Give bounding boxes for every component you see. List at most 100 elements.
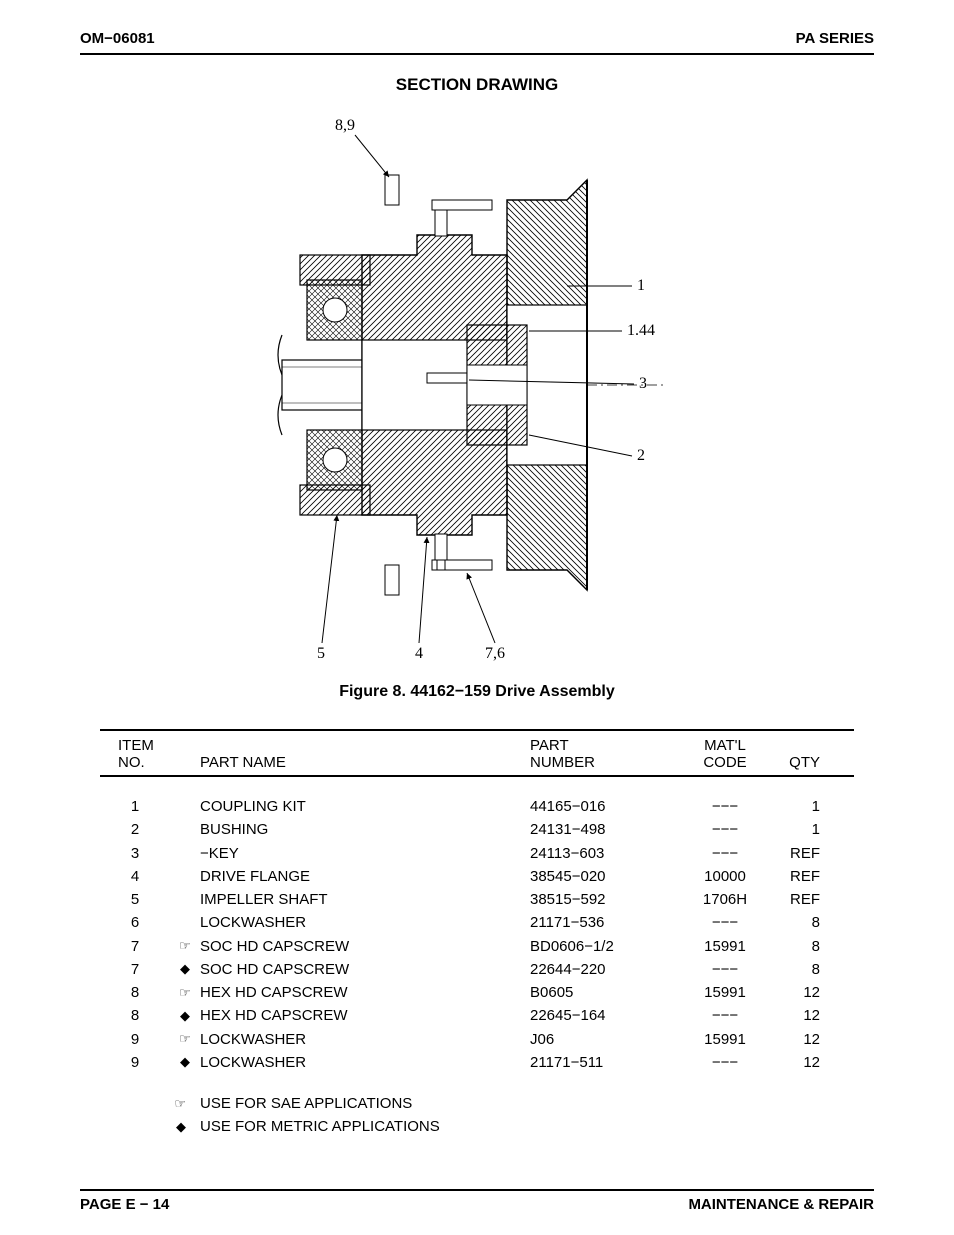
- cell-mat: −−−: [680, 795, 770, 818]
- svg-text:1.44: 1.44: [627, 322, 655, 339]
- cell-name: −KEY: [200, 842, 530, 865]
- header-right: PA SERIES: [796, 30, 874, 47]
- cell-part: 22644−220: [530, 958, 680, 981]
- cell-part: J06: [530, 1028, 680, 1051]
- cell-qty: 8: [770, 935, 830, 958]
- header-left: OM−06081: [80, 30, 155, 47]
- table-row: 6 LOCKWASHER21171−536−−−8: [100, 911, 854, 934]
- legend-row: ◆USE FOR METRIC APPLICATIONS: [100, 1115, 854, 1138]
- svg-text:5: 5: [317, 645, 325, 662]
- cell-part: 21171−536: [530, 911, 680, 934]
- table-row: 1COUPLING KIT44165−016−−−1: [100, 795, 854, 818]
- cell-mat: −−−: [680, 1051, 770, 1074]
- th-name: PART NAME: [200, 754, 530, 771]
- footer-left: PAGE E − 14: [80, 1196, 169, 1213]
- cell-qty: REF: [770, 865, 830, 888]
- cell-symbol: ☞: [170, 1029, 200, 1049]
- cell-part: 22645−164: [530, 1004, 680, 1027]
- section-drawing: 8,9 1 1.44 3 2 5 4 7,6: [80, 105, 874, 665]
- parts-table: ITEMNO. PART NAME PARTNUMBER MAT'LCODE Q…: [100, 729, 854, 1139]
- cell-mat: −−−: [680, 958, 770, 981]
- cell-qty: REF: [770, 842, 830, 865]
- cell-part: 24131−498: [530, 818, 680, 841]
- cell-qty: 1: [770, 795, 830, 818]
- cell-name: BUSHING: [200, 818, 530, 841]
- table-row: 8◆HEX HD CAPSCREW22645−164−−−12: [100, 1004, 854, 1027]
- cell-mat: −−−: [680, 1004, 770, 1027]
- table-body: 1COUPLING KIT44165−016−−−12BUSHING24131−…: [100, 777, 854, 1074]
- table-row: 9☞LOCKWASHERJ061599112: [100, 1028, 854, 1051]
- cell-mat: 10000: [680, 865, 770, 888]
- cell-qty: 8: [770, 911, 830, 934]
- cell-mat: 15991: [680, 1028, 770, 1051]
- cell-name: DRIVE FLANGE: [200, 865, 530, 888]
- cell-item: 2: [100, 818, 170, 841]
- svg-text:1: 1: [637, 277, 645, 294]
- cell-part: BD0606−1/2: [530, 935, 680, 958]
- table-row: 9◆LOCKWASHER21171−511−−−12: [100, 1051, 854, 1074]
- cell-qty: 12: [770, 1004, 830, 1027]
- cell-item: 5: [100, 888, 170, 911]
- cell-name: HEX HD CAPSCREW: [200, 981, 530, 1004]
- figure-caption: Figure 8. 44162−159 Drive Assembly: [80, 683, 874, 701]
- page-footer: PAGE E − 14 MAINTENANCE & REPAIR: [80, 1189, 874, 1213]
- table-row: 8☞HEX HD CAPSCREWB06051599112: [100, 981, 854, 1004]
- section-title: SECTION DRAWING: [80, 75, 874, 95]
- drive-assembly-drawing: 8,9 1 1.44 3 2 5 4 7,6: [267, 105, 687, 665]
- legend-symbol: ◆: [100, 1117, 200, 1137]
- table-row: 5IMPELLER SHAFT38515−5921706HREF: [100, 888, 854, 911]
- legend-text: USE FOR METRIC APPLICATIONS: [200, 1115, 440, 1138]
- cell-item: 1: [100, 795, 170, 818]
- cell-symbol: ◆: [170, 959, 200, 979]
- cell-part: 38545−020: [530, 865, 680, 888]
- cell-item: 9: [100, 1028, 170, 1051]
- svg-text:8,9: 8,9: [335, 117, 355, 134]
- th-part: PARTNUMBER: [530, 737, 680, 771]
- cell-symbol: ◆: [170, 1052, 200, 1072]
- cell-name: SOC HD CAPSCREW: [200, 958, 530, 981]
- cell-symbol: ☞: [170, 983, 200, 1003]
- cell-name: IMPELLER SHAFT: [200, 888, 530, 911]
- table-row: 2 BUSHING24131−498−−−1: [100, 818, 854, 841]
- svg-text:7,6: 7,6: [485, 645, 505, 662]
- legend-symbol: ☞: [100, 1094, 200, 1114]
- svg-text:4: 4: [415, 645, 423, 662]
- cell-name: LOCKWASHER: [200, 1028, 530, 1051]
- page-header: OM−06081 PA SERIES: [80, 30, 874, 55]
- cell-name: LOCKWASHER: [200, 1051, 530, 1074]
- cell-item: 7: [100, 935, 170, 958]
- th-item: ITEMNO.: [100, 737, 170, 771]
- cell-qty: 1: [770, 818, 830, 841]
- cell-item: 9: [100, 1051, 170, 1074]
- legend-row: ☞USE FOR SAE APPLICATIONS: [100, 1092, 854, 1115]
- th-mat: MAT'LCODE: [680, 737, 770, 771]
- table-row: 7◆SOC HD CAPSCREW22644−220−−−8: [100, 958, 854, 981]
- cell-part: 44165−016: [530, 795, 680, 818]
- cell-item: 6: [100, 911, 170, 934]
- cell-qty: 12: [770, 981, 830, 1004]
- cell-part: 24113−603: [530, 842, 680, 865]
- cell-qty: 8: [770, 958, 830, 981]
- cell-qty: 12: [770, 1028, 830, 1051]
- cell-symbol: ◆: [170, 1006, 200, 1026]
- cell-part: B0605: [530, 981, 680, 1004]
- cell-item: 4: [100, 865, 170, 888]
- svg-text:2: 2: [637, 447, 645, 464]
- cell-name: HEX HD CAPSCREW: [200, 1004, 530, 1027]
- cell-item: 7: [100, 958, 170, 981]
- svg-text:3: 3: [639, 375, 647, 392]
- cell-name: LOCKWASHER: [200, 911, 530, 934]
- cell-mat: −−−: [680, 911, 770, 934]
- cell-mat: −−−: [680, 818, 770, 841]
- cell-mat: 1706H: [680, 888, 770, 911]
- cell-symbol: ☞: [170, 936, 200, 956]
- cell-mat: 15991: [680, 981, 770, 1004]
- cell-mat: 15991: [680, 935, 770, 958]
- legend-text: USE FOR SAE APPLICATIONS: [200, 1092, 412, 1115]
- table-row: 7☞SOC HD CAPSCREWBD0606−1/2159918: [100, 935, 854, 958]
- table-row: 3−KEY24113−603−−−REF: [100, 842, 854, 865]
- table-row: 4 DRIVE FLANGE38545−02010000REF: [100, 865, 854, 888]
- cell-item: 3: [100, 842, 170, 865]
- cell-qty: REF: [770, 888, 830, 911]
- cell-name: COUPLING KIT: [200, 795, 530, 818]
